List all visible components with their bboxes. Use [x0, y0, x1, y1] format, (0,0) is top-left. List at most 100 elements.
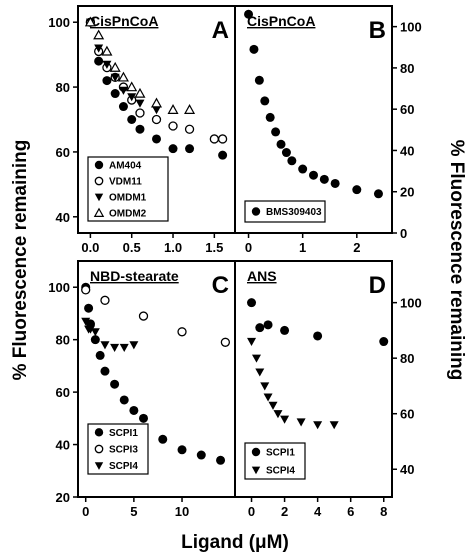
legend: AM404 VDM11 OMDM1 OMDM2	[87, 156, 169, 222]
data-point	[255, 323, 265, 333]
data-point	[102, 60, 112, 69]
data-point	[138, 311, 149, 321]
panel-a: 0.0 0.5 1.0 1.5 40 60 80 100 CisPnCoA A AM404 VDM11…	[48, 5, 236, 255]
legend: BMS309403	[244, 200, 326, 223]
data-point	[127, 93, 137, 102]
panel-title: CisPnCoA	[90, 13, 158, 29]
panel-frame	[234, 5, 393, 234]
legend-marker	[94, 462, 104, 470]
legend-label: OMDM2	[109, 209, 147, 220]
series-scpi4	[81, 317, 139, 353]
x-tick-label: 8	[380, 504, 387, 519]
data-point	[81, 285, 91, 295]
data-point	[260, 96, 270, 106]
y-tick-label: 80	[56, 333, 70, 348]
data-point	[281, 148, 291, 158]
x-tick-label: 0.0	[81, 240, 99, 255]
panel-letter: C	[212, 272, 229, 299]
data-point	[110, 73, 120, 82]
y-tick-label: 40	[56, 438, 70, 453]
data-point	[135, 99, 145, 108]
y-tick-label: 40	[400, 143, 414, 158]
data-point	[273, 410, 283, 419]
data-point	[101, 45, 113, 56]
legend-marker	[251, 466, 261, 475]
data-point	[134, 87, 146, 98]
data-point	[218, 150, 228, 160]
data-point	[135, 108, 145, 118]
data-point	[129, 341, 139, 350]
y-tick-label: 40	[400, 462, 414, 477]
panel-letter: B	[369, 17, 386, 44]
data-point	[150, 97, 163, 108]
legend-marker	[251, 207, 261, 216]
data-point	[247, 337, 257, 347]
data-point	[100, 295, 110, 305]
series-bms309403	[244, 9, 383, 199]
data-point	[177, 327, 187, 337]
legend-marker	[94, 444, 104, 454]
data-point	[110, 343, 120, 353]
panel-d: 0 2 4 6 8 40 60 80 100 ANS D SCPI1 SCPI4	[234, 260, 422, 519]
y-tick-label: 20	[56, 490, 70, 505]
x-tick-label: 0	[82, 504, 89, 519]
x-tick-label: 0	[245, 240, 252, 255]
data-point	[110, 379, 120, 389]
data-point	[126, 81, 138, 92]
data-point	[109, 61, 121, 72]
data-point	[152, 134, 161, 144]
data-point	[352, 185, 362, 195]
y-tick-label: 0	[400, 226, 407, 241]
legend: SCPI1 SCPI4	[244, 442, 306, 480]
data-point	[90, 328, 100, 337]
data-point	[84, 303, 94, 313]
data-point	[298, 164, 308, 174]
y-axis-label-right: % Fluorescence remaining	[446, 140, 467, 381]
x-tick-label: 6	[347, 504, 354, 519]
data-point	[81, 317, 91, 326]
legend-label: BMS309403	[266, 207, 322, 218]
data-point	[84, 16, 96, 27]
x-tick-label: 2	[353, 240, 360, 255]
data-point	[217, 134, 228, 144]
data-point	[251, 354, 261, 363]
data-point	[119, 395, 129, 405]
data-point	[249, 44, 259, 54]
data-point	[168, 121, 178, 131]
data-point	[196, 450, 206, 460]
y-tick-label: 60	[56, 145, 70, 160]
data-point	[184, 124, 195, 134]
legend-label: SCPI4	[109, 461, 138, 472]
legend-label: SCPI3	[109, 445, 138, 456]
legend-label: OMDM1	[109, 193, 147, 204]
series-scpi3	[81, 285, 231, 347]
x-tick-label: 5	[130, 504, 137, 519]
y-tick-label: 100	[400, 20, 422, 35]
legend-label: VDM11	[109, 177, 142, 188]
y-axis-label-left: % Fluorescence remaining	[10, 140, 31, 381]
data-point	[118, 86, 128, 95]
x-tick-label: 4	[314, 504, 322, 519]
data-point	[100, 341, 110, 350]
panel-letter: D	[369, 272, 386, 299]
y-tick-label: 60	[400, 102, 414, 117]
data-point	[119, 343, 129, 353]
legend-marker	[94, 193, 104, 202]
data-point	[268, 401, 278, 410]
y-tick-label: 80	[56, 80, 70, 95]
data-point	[280, 325, 290, 335]
data-point	[184, 104, 196, 114]
panel-letter: A	[212, 17, 229, 44]
series-am404	[85, 17, 228, 160]
data-point	[151, 114, 162, 125]
data-point	[373, 189, 383, 199]
legend: SCPI1 SCPI3 SCPI4	[87, 423, 149, 475]
data-point	[220, 337, 231, 347]
legend-marker	[251, 447, 261, 457]
data-point	[209, 134, 219, 144]
x-tick-label: 1.5	[205, 240, 223, 255]
